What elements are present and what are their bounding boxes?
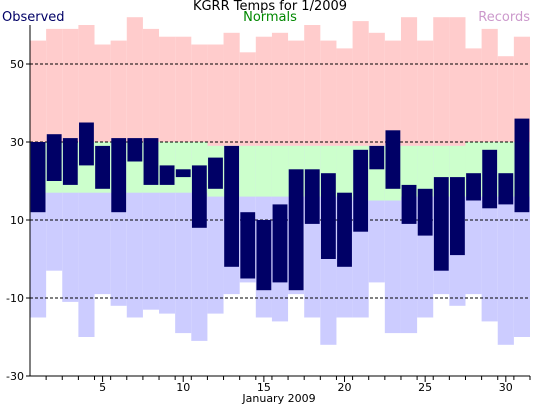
normal-band xyxy=(239,145,256,197)
tick-labels: -30 -10 10 30 50 5 10 15 20 25 30 xyxy=(6,58,513,394)
observed-bar xyxy=(401,184,417,224)
record-high-band xyxy=(94,44,111,142)
observed-bar xyxy=(304,169,320,224)
normal-band xyxy=(271,145,289,197)
record-high-band xyxy=(320,40,337,146)
observed-bar xyxy=(191,165,207,228)
observed-bar xyxy=(417,188,433,236)
observed-bar xyxy=(240,212,256,279)
observed-bar xyxy=(30,142,46,213)
record-high-band xyxy=(207,44,224,146)
record-high-band xyxy=(449,17,466,146)
observed-bars xyxy=(30,118,530,291)
observed-bar xyxy=(320,173,336,259)
record-high-band xyxy=(126,17,143,143)
observed-bar xyxy=(175,169,191,178)
observed-bar xyxy=(256,220,272,291)
observed-bar xyxy=(79,122,94,166)
record-high-band xyxy=(400,17,418,146)
chart-title: KGRR Temps for 1/2009 xyxy=(192,0,348,14)
y-tick-label: 30 xyxy=(10,136,24,149)
record-high-band xyxy=(336,48,353,146)
observed-bar xyxy=(143,138,159,185)
observed-bar xyxy=(127,138,143,162)
observed-bar xyxy=(353,149,369,232)
record-high-band xyxy=(175,36,192,143)
x-tick-label: 30 xyxy=(499,381,513,394)
observed-bar xyxy=(224,145,240,267)
legend-records: Records xyxy=(478,10,530,25)
record-high-band xyxy=(30,40,47,142)
record-high-band xyxy=(304,25,321,146)
x-tick-label: 20 xyxy=(338,381,352,394)
normal-band xyxy=(255,145,272,197)
observed-bar xyxy=(272,204,288,283)
observed-bar xyxy=(369,145,385,170)
record-high-band xyxy=(46,28,63,142)
normal-band xyxy=(400,145,418,197)
observed-bar xyxy=(337,192,352,267)
record-high-band xyxy=(78,25,95,142)
record-high-band xyxy=(191,44,208,142)
record-high-band xyxy=(465,48,482,142)
y-tick-label: -30 xyxy=(6,370,24,383)
normal-band xyxy=(417,145,434,197)
observed-bar xyxy=(466,173,481,201)
normal-band xyxy=(336,145,353,197)
x-tick-label: 25 xyxy=(418,381,432,394)
normal-band xyxy=(175,142,192,193)
record-high-band xyxy=(433,17,450,146)
observed-bar xyxy=(95,145,110,189)
y-tick-label: 50 xyxy=(10,58,24,71)
observed-bar xyxy=(208,157,223,189)
record-high-band xyxy=(384,40,401,146)
record-high-band xyxy=(239,52,256,146)
observed-bar xyxy=(433,177,449,271)
x-axis-title: January 2009 xyxy=(241,392,315,405)
observed-bar xyxy=(288,169,304,291)
y-tick-label: 10 xyxy=(10,214,24,227)
x-tick-label: 5 xyxy=(99,381,106,394)
record-high-band xyxy=(223,32,240,146)
record-high-band xyxy=(368,32,385,146)
observed-bar xyxy=(498,173,514,205)
observed-bar xyxy=(111,138,127,213)
observed-bar xyxy=(482,149,498,209)
x-tick-label: 15 xyxy=(257,381,271,394)
record-high-band xyxy=(497,56,514,143)
observed-bar xyxy=(46,134,62,181)
record-high-band xyxy=(352,21,369,146)
record-high-band xyxy=(271,32,289,146)
observed-bar xyxy=(385,130,401,189)
record-high-band xyxy=(62,28,79,142)
y-tick-label: -10 xyxy=(6,292,24,305)
record-high-band xyxy=(288,40,305,146)
axes xyxy=(26,25,531,382)
record-high-band xyxy=(142,28,160,142)
observed-bar xyxy=(514,118,530,213)
observed-bar xyxy=(62,138,78,185)
record-high-band xyxy=(513,36,530,143)
observed-bar xyxy=(450,177,465,256)
record-high-band xyxy=(481,28,498,142)
legend-normals: Normals xyxy=(243,10,297,25)
record-high-band xyxy=(110,40,127,142)
legend-observed: Observed xyxy=(2,10,65,25)
observed-bar xyxy=(159,165,175,185)
record-high-band xyxy=(255,36,272,146)
x-tick-label: 10 xyxy=(176,381,190,394)
record-high-band xyxy=(159,36,176,143)
record-high-band xyxy=(417,40,434,146)
